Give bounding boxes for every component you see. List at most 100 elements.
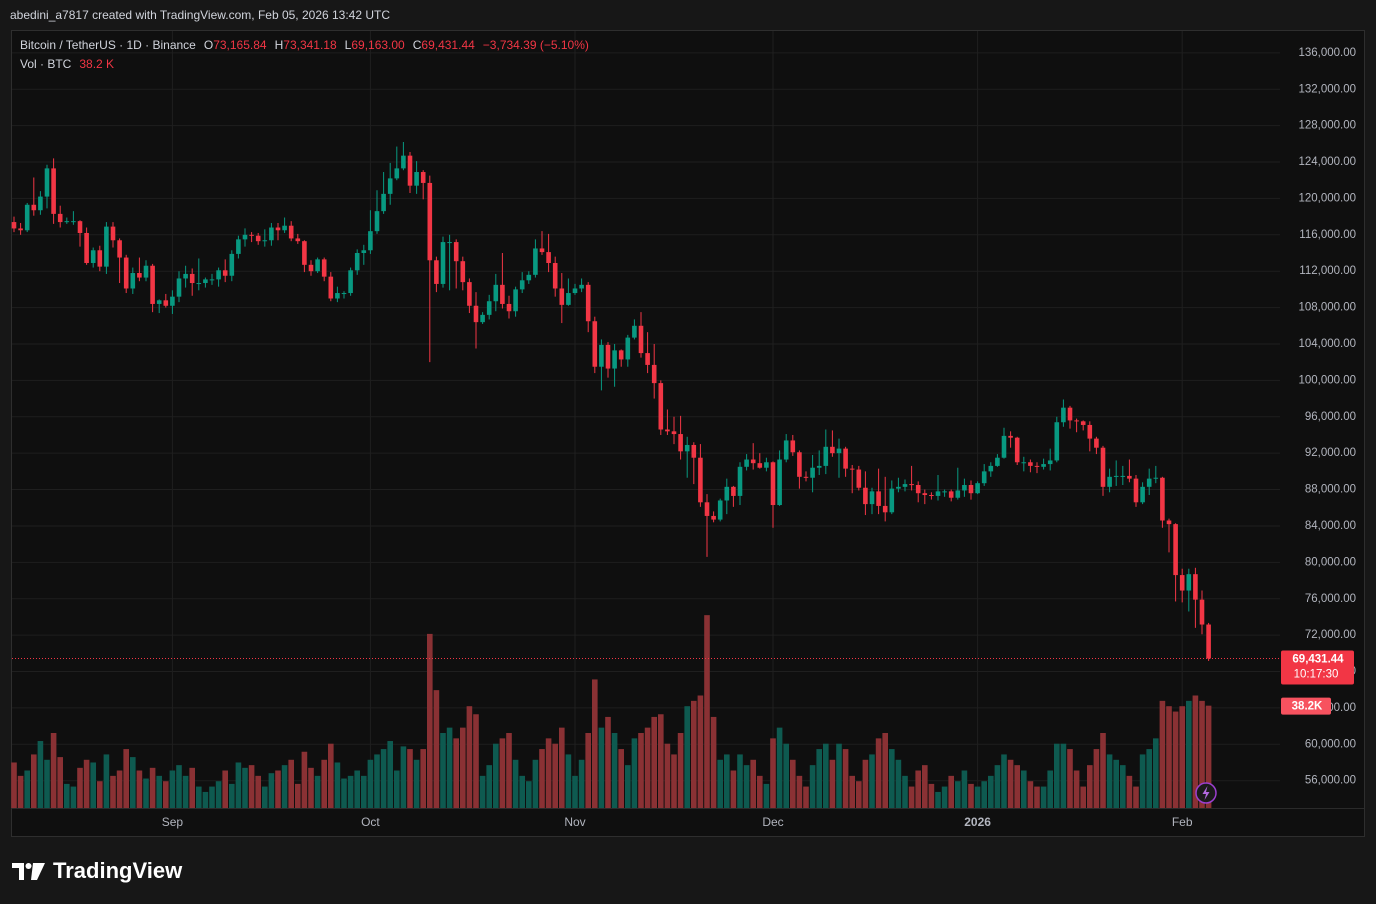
candle-body bbox=[922, 493, 928, 496]
volume-bar bbox=[499, 738, 506, 808]
candle-body bbox=[539, 248, 545, 253]
candle-body bbox=[731, 486, 736, 496]
x-tick-label: Oct bbox=[361, 815, 380, 829]
volume-bar bbox=[908, 786, 915, 808]
candle-body bbox=[572, 288, 578, 294]
volume-bar bbox=[922, 765, 928, 808]
candle-body bbox=[513, 289, 518, 312]
volume-bar bbox=[262, 786, 268, 808]
candle-body bbox=[275, 227, 281, 231]
volume-bar bbox=[618, 749, 624, 808]
volume-bar bbox=[308, 767, 314, 808]
volume-bar bbox=[889, 749, 895, 808]
candle-body bbox=[1054, 422, 1060, 461]
volume-bar bbox=[407, 749, 413, 808]
volume-bar bbox=[90, 762, 96, 808]
volume-bar bbox=[427, 633, 433, 808]
candle-body bbox=[909, 484, 914, 486]
candle-body bbox=[295, 238, 301, 242]
candle-body bbox=[1120, 475, 1126, 477]
candle-body bbox=[1061, 407, 1066, 423]
candle-body bbox=[546, 252, 551, 264]
candle-body bbox=[1133, 478, 1139, 503]
candle-body bbox=[750, 459, 756, 464]
candle-body bbox=[163, 300, 169, 306]
legend-value: 73,165.84 bbox=[213, 38, 267, 52]
volume-bar bbox=[440, 733, 446, 808]
candle-body bbox=[876, 491, 881, 506]
candle-body bbox=[1080, 421, 1086, 425]
volume-bar bbox=[823, 743, 829, 808]
candle-body bbox=[1100, 447, 1106, 487]
candle-body bbox=[288, 225, 294, 239]
volume-bar bbox=[677, 733, 684, 808]
candle-body bbox=[929, 495, 934, 497]
volume-bar bbox=[1133, 786, 1139, 808]
volume-bar bbox=[869, 754, 875, 808]
volume-bar bbox=[578, 759, 585, 808]
volume-bar bbox=[770, 738, 776, 808]
candle-body bbox=[1186, 574, 1192, 591]
volume-bar bbox=[730, 770, 737, 808]
volume-bar bbox=[809, 765, 816, 808]
candle-body bbox=[31, 204, 37, 211]
volume-bar bbox=[486, 765, 492, 808]
candle-body bbox=[38, 196, 43, 211]
volume-tag-label: 38.2K bbox=[1292, 701, 1323, 713]
candle-body bbox=[335, 293, 340, 299]
y-tick-label: 104,000.00 bbox=[1298, 338, 1356, 350]
candle-body bbox=[183, 273, 188, 279]
candle-body bbox=[1113, 475, 1119, 477]
volume-bar bbox=[836, 743, 842, 808]
volume-bar bbox=[215, 781, 222, 808]
y-tick-label: 132,000.00 bbox=[1298, 83, 1356, 95]
volume-bar bbox=[50, 733, 57, 808]
candle-body bbox=[104, 226, 109, 267]
legend-value: 69,163.00 bbox=[351, 38, 405, 52]
candle-body bbox=[684, 444, 690, 452]
candle-body bbox=[123, 257, 129, 289]
volume-bar bbox=[1199, 700, 1205, 808]
candle-body bbox=[1153, 477, 1159, 479]
volume-bar bbox=[1205, 705, 1212, 808]
volume-bar bbox=[519, 775, 525, 808]
volume-bar bbox=[380, 749, 387, 808]
candle-body bbox=[302, 241, 307, 265]
volume-bar bbox=[196, 786, 202, 808]
volume-bar bbox=[110, 775, 116, 808]
volume-bar bbox=[347, 775, 354, 808]
y-tick-label: 100,000.00 bbox=[1298, 374, 1356, 386]
volume-bar bbox=[671, 754, 677, 808]
volume-bar bbox=[572, 775, 578, 808]
volume-bar bbox=[387, 741, 393, 808]
legend-key: L bbox=[345, 38, 352, 52]
candle-body bbox=[249, 234, 254, 236]
volume-bar bbox=[493, 743, 499, 808]
volume-bar bbox=[354, 770, 360, 808]
countdown: 10:17:30 bbox=[1294, 669, 1339, 681]
candle-body bbox=[1193, 574, 1198, 600]
x-tick-label: Feb bbox=[1172, 815, 1193, 829]
volume-bar bbox=[460, 727, 466, 808]
candle-body bbox=[724, 486, 730, 501]
volume-bar bbox=[625, 765, 631, 808]
volume-bar bbox=[163, 781, 169, 808]
y-tick-label: 92,000.00 bbox=[1305, 447, 1356, 459]
candle-body bbox=[1021, 462, 1027, 464]
candle-body bbox=[328, 276, 334, 299]
volume-bar bbox=[334, 762, 341, 808]
volume-bar bbox=[202, 791, 209, 808]
volume-bar bbox=[288, 759, 294, 808]
volume-bar bbox=[816, 749, 822, 808]
volume-bar bbox=[1179, 706, 1185, 808]
volume-bar bbox=[691, 700, 697, 808]
volume-bar bbox=[1120, 765, 1126, 808]
header: abedini_a7817 created with TradingView.c… bbox=[10, 8, 390, 22]
volume-bar bbox=[592, 679, 598, 808]
candle-body bbox=[1127, 475, 1132, 479]
candle-body bbox=[968, 485, 974, 494]
candle-body bbox=[236, 239, 241, 254]
candle-body bbox=[18, 228, 23, 231]
volume-bar bbox=[875, 738, 882, 808]
volume-bar bbox=[842, 749, 849, 808]
